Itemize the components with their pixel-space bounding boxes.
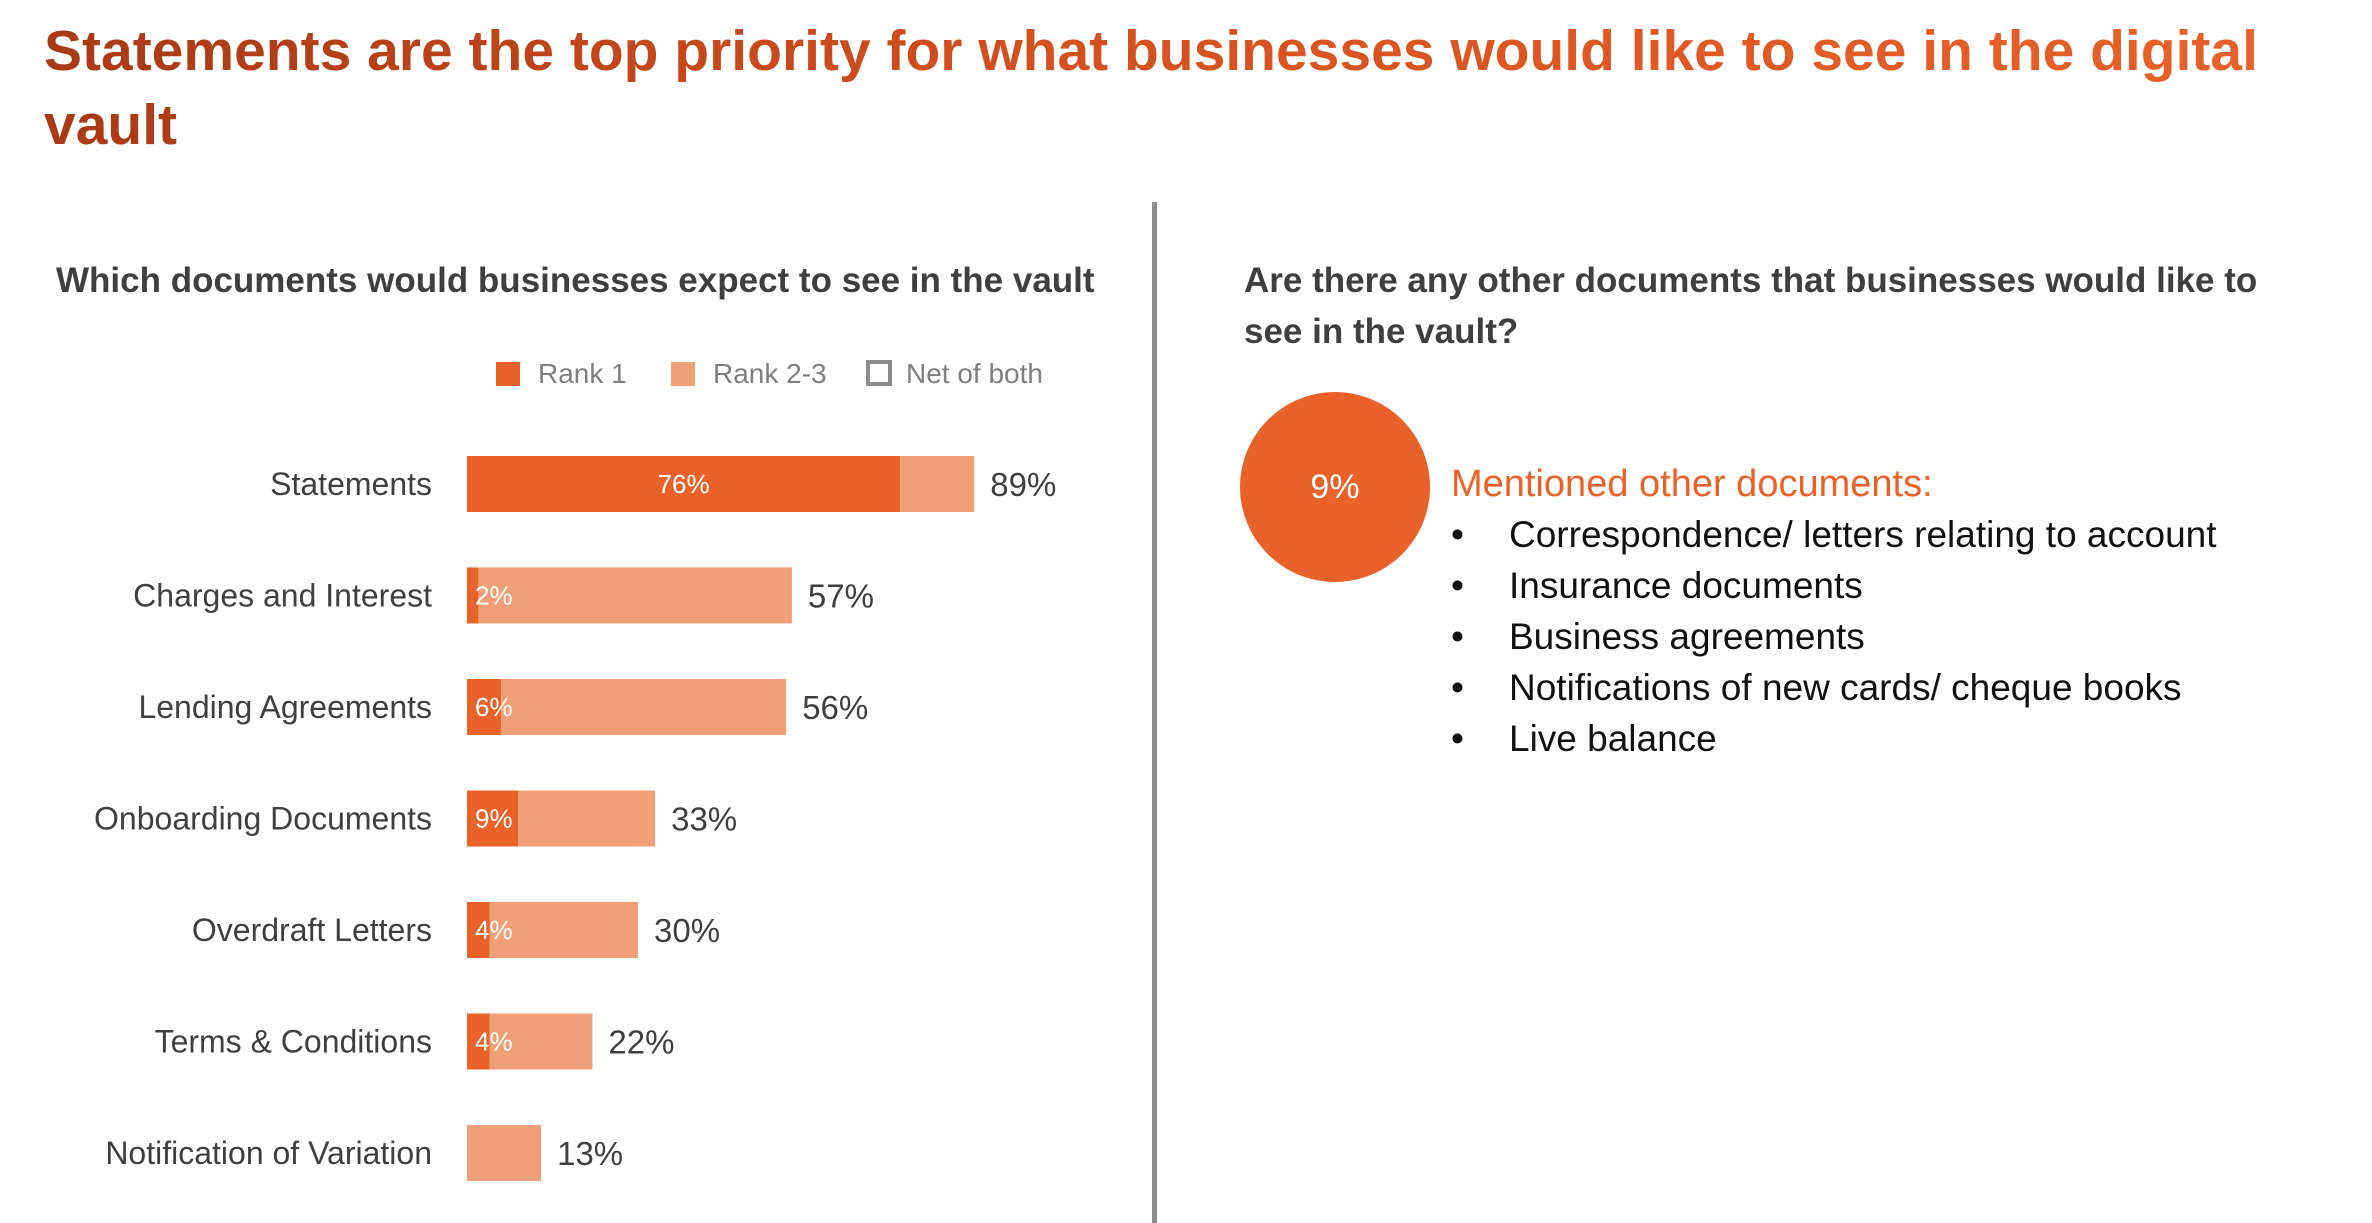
rank1-data-label: 2%	[475, 581, 513, 611]
rank1-data-label: 4%	[475, 1027, 513, 1057]
chart-legend: Rank 1 Rank 2-3 Net of both	[496, 358, 1043, 389]
right-subtitle: Are there any other documents that busin…	[1244, 261, 2258, 351]
bar-rank23	[900, 456, 975, 512]
panel-divider	[1152, 202, 1157, 1223]
rank1-data-label: 9%	[475, 804, 513, 834]
rank1-data-label: 4%	[475, 915, 513, 945]
stat-circle: 9%	[1240, 392, 1430, 582]
bar-rank1	[467, 790, 519, 847]
net-data-label: 89%	[990, 466, 1056, 503]
category-label: Notification of Variation	[105, 1135, 432, 1171]
category-label: Lending Agreements	[138, 689, 432, 725]
legend-swatch-net	[866, 360, 892, 386]
legend-label-rank23: Rank 2-3	[713, 358, 827, 389]
category-label: Overdraft Letters	[192, 912, 432, 948]
page-title: Statements are the top priority for what…	[44, 14, 2304, 162]
list-item: Business agreements	[1451, 611, 2331, 662]
bar-rank23	[501, 679, 787, 735]
mentions-heading: Mentioned other documents:	[1451, 463, 1933, 505]
net-data-label: 56%	[802, 689, 868, 726]
bar-rank1	[467, 567, 479, 624]
net-data-label: 57%	[808, 578, 874, 615]
list-item: Live balance	[1451, 713, 2331, 764]
net-data-label: 33%	[671, 801, 737, 838]
bar-rank1	[467, 902, 490, 958]
net-data-label: 13%	[557, 1135, 623, 1172]
legend-swatch-rank1	[496, 362, 520, 386]
list-item: Correspondence/ letters relating to acco…	[1451, 509, 2331, 560]
legend-swatch-rank23	[671, 362, 695, 386]
list-item: Insurance documents	[1451, 560, 2331, 611]
rank1-data-label: 6%	[475, 692, 513, 722]
rank1-data-label: 76%	[658, 469, 710, 499]
bar-rank23	[489, 902, 638, 958]
legend-label-net: Net of both	[906, 358, 1043, 389]
bar-rank23	[489, 1013, 593, 1070]
stat-value: 9%	[1310, 467, 1360, 506]
category-label: Onboarding Documents	[94, 801, 432, 837]
bar-rank23	[467, 1125, 542, 1181]
bar-rank1	[467, 456, 901, 512]
bar-rank23	[478, 567, 792, 624]
bar-rank1	[467, 679, 502, 735]
list-item: Notifications of new cards/ cheque books	[1451, 662, 2331, 713]
bar-chart: Rank 1 Rank 2-3 Net of both Statements 76…	[94, 358, 1056, 1181]
chart-subtitle: Which documents would businesses expect …	[56, 261, 1095, 300]
mentions-list: Correspondence/ letters relating to acco…	[1451, 509, 2331, 764]
net-data-label: 30%	[654, 912, 720, 949]
category-label: Terms & Conditions	[155, 1024, 432, 1060]
category-label: Statements	[270, 466, 432, 502]
legend-label-rank1: Rank 1	[538, 358, 627, 389]
bars-layer: Statements 76% 89% Charges and Interest 2% 57…	[94, 456, 1056, 1181]
bar-rank1	[467, 1013, 490, 1070]
net-data-label: 22%	[608, 1024, 674, 1061]
bar-rank23	[518, 790, 656, 847]
category-label: Charges and Interest	[133, 578, 432, 614]
